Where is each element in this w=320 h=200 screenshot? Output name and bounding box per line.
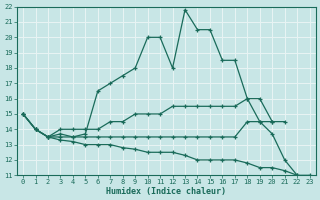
X-axis label: Humidex (Indice chaleur): Humidex (Indice chaleur) bbox=[106, 187, 226, 196]
